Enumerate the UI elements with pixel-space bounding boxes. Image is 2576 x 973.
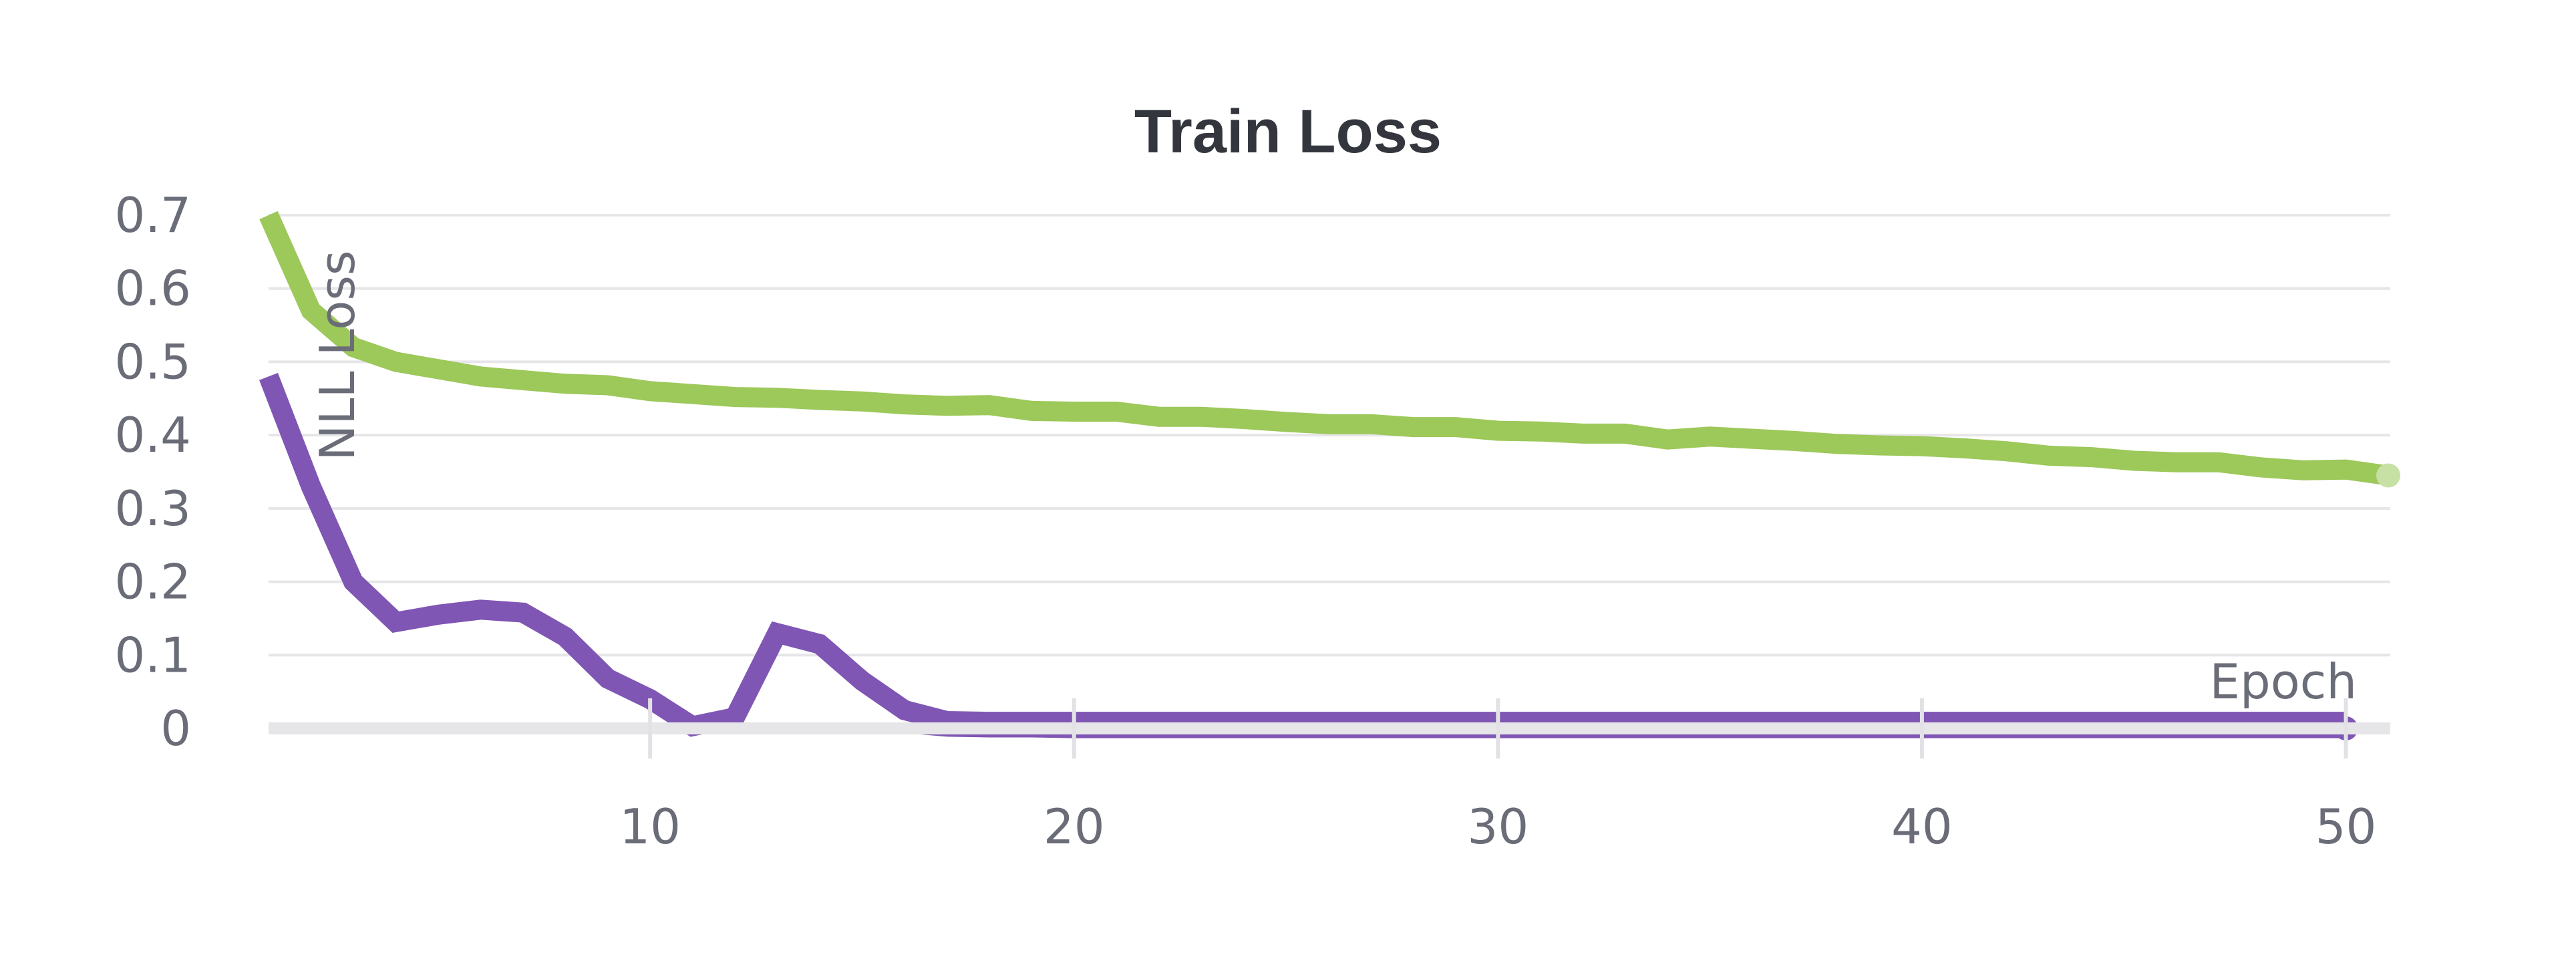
x-tick-label: 20 (1043, 799, 1105, 855)
x-axis-label: Epoch (2210, 654, 2357, 710)
y-tick-label: 0.1 (114, 627, 191, 683)
series-line-purple (259, 372, 2346, 737)
x-tick-label: 50 (2315, 799, 2377, 855)
y-tick-label: 0.6 (114, 261, 191, 317)
axis-layer: 0 0.1 0.2 0.3 0.4 0.5 0.6 0.7 10 20 30 40 50 (114, 187, 2390, 855)
series-layer (259, 211, 2400, 740)
y-tick-label: 0.4 (114, 407, 191, 463)
x-tick-label: 10 (619, 799, 681, 855)
series-line-green (259, 211, 2390, 486)
x-tick-label: 40 (1891, 799, 1953, 855)
grid-layer (269, 214, 2390, 657)
y-tick-label: 0.2 (114, 554, 191, 610)
y-tick-label: 0.7 (114, 187, 191, 243)
y-axis-label: NLL Loss (309, 251, 365, 461)
y-tick-label: 0.5 (114, 333, 191, 390)
series-end-marker-green (2376, 463, 2400, 488)
y-tick-label: 0 (160, 700, 191, 756)
x-tick-label: 30 (1468, 799, 1529, 855)
chart-title: Train Loss (1134, 98, 1442, 166)
y-tick-label: 0.3 (114, 480, 191, 537)
